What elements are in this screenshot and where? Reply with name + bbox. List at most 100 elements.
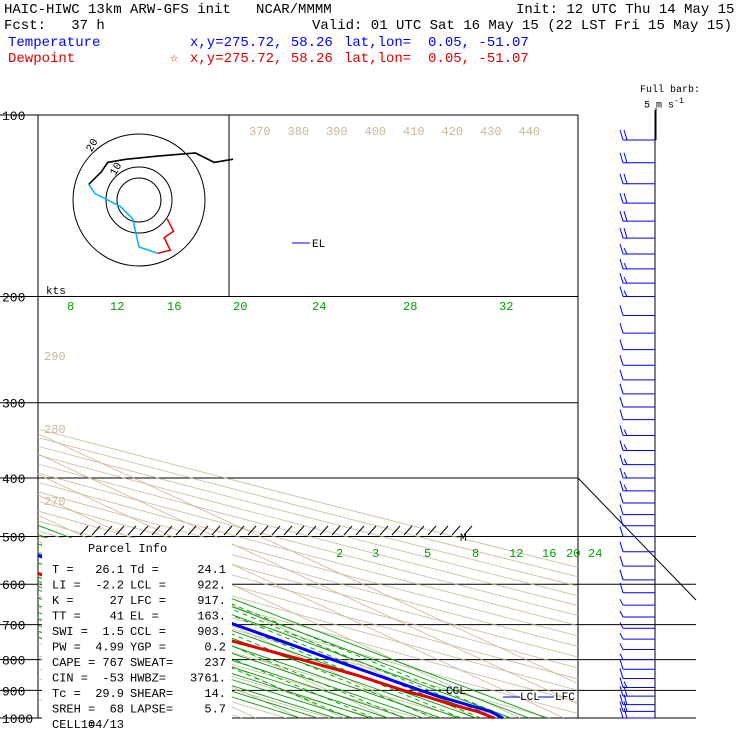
- mixing-ratio-line: [38, 576, 374, 719]
- hodo-ring-inner: [116, 177, 162, 223]
- wind-barb-flag: [619, 383, 624, 394]
- parcel-key: LCL =: [130, 579, 166, 593]
- dry-adiabat: [38, 481, 578, 627]
- freezing-hatch: [355, 525, 365, 536]
- wind-barb-flag: [619, 305, 624, 316]
- barb-guide-diagonal: [577, 477, 697, 601]
- parcel-key: CELL =: [52, 718, 95, 732]
- wind-barb-flag: [623, 290, 628, 297]
- wind-barb-flag: [619, 668, 624, 679]
- el-label: EL: [312, 239, 325, 251]
- dry-adiabat: [38, 445, 578, 587]
- parcel-value: 767: [102, 656, 124, 670]
- mixing-label-top-8: 8: [67, 300, 74, 314]
- wind-barb-flag: [623, 247, 628, 255]
- init-time: Init: 12 UTC Thu 14 May 15: [516, 2, 735, 18]
- parcel-key: SWI =: [52, 625, 88, 639]
- wind-barb-flag: [623, 694, 628, 705]
- temperature-latlon: lat,lon= 0.05, -51.07: [344, 35, 529, 51]
- parcel-value: 4.99: [95, 641, 124, 655]
- wind-barb-flag: [619, 454, 624, 465]
- wind-barb-flag: [619, 677, 624, 688]
- theta-label-410: 410: [403, 125, 425, 139]
- freezing-hatch: [187, 525, 197, 536]
- freezing-hatch: [427, 525, 437, 536]
- parcel-value: 29.9: [95, 687, 124, 701]
- wind-barb-flag: [623, 262, 628, 270]
- wind-barb-flag: [619, 541, 624, 552]
- wind-barb-flag: [619, 152, 624, 163]
- wind-barb-flag: [619, 526, 624, 537]
- barb-key-unit: 5 m s-1: [644, 96, 685, 112]
- wind-barb-flag: [619, 694, 624, 705]
- freezing-hatch: [127, 525, 137, 536]
- dry-adiabat: [38, 472, 578, 617]
- freezing-hatch: [319, 525, 329, 536]
- moist-adiabat: [38, 612, 371, 719]
- theta-label-270: 270: [44, 495, 66, 509]
- valid-time: Valid: 01 UTC Sat 16 May 15 (22 LST Fri …: [312, 18, 733, 34]
- wind-barb-flag: [619, 211, 624, 222]
- wind-barb-flag: [623, 681, 628, 688]
- parcel-key: LAPSE=: [130, 703, 173, 717]
- parcel-value: 3761.: [190, 672, 226, 686]
- parcel-key: YGP =: [130, 641, 166, 655]
- parcel-box: [42, 538, 232, 724]
- wind-barb-flag: [619, 339, 624, 350]
- freezing-hatch: [403, 525, 413, 536]
- dewpoint-profile: [38, 571, 495, 720]
- dry-adiabat: [38, 500, 578, 647]
- parcel-key: CAPE =: [52, 656, 95, 670]
- wind-barb-flag: [623, 444, 628, 451]
- parcel-value: 68: [110, 703, 124, 717]
- wind-barb-flag: [623, 227, 628, 239]
- freezing-hatch: [151, 525, 161, 536]
- parcel-key: CIN =: [52, 672, 88, 686]
- parcel-value: 5.7: [204, 703, 226, 717]
- wind-barb-flag: [619, 409, 624, 420]
- moist-adiabat: [38, 618, 353, 719]
- freezing-hatch: [463, 525, 473, 536]
- temperature-profile: [38, 553, 504, 720]
- wind-barb-flag: [619, 173, 624, 184]
- parcel-value: 237: [204, 656, 226, 670]
- hodo-trace-mid: [88, 183, 159, 255]
- wind-barb-flag: [623, 701, 628, 712]
- mixing-label-mid-16: 16: [542, 547, 556, 561]
- moist-adiabat: [38, 605, 389, 719]
- freezing-hatch: [223, 525, 233, 536]
- freezing-hatch: [295, 525, 305, 536]
- wind-barb-flag: [623, 484, 628, 492]
- freezing-hatch: [367, 525, 377, 536]
- freezing-hatch: [415, 525, 425, 536]
- mixing-label-mid-5: 5: [424, 547, 431, 561]
- theta-label-370: 370: [249, 125, 271, 139]
- temperature-xy: x,y=275.72, 58.26: [190, 35, 333, 51]
- hodo-trace-low: [157, 218, 175, 255]
- freezing-hatch: [163, 525, 173, 536]
- wind-barb-flag: [619, 707, 624, 719]
- dewpoint-xy: x,y=275.72, 58.26: [190, 51, 333, 67]
- wind-barb-flag: [619, 659, 624, 670]
- wind-barb-flag: [619, 632, 624, 640]
- freezing-hatch: [103, 525, 113, 536]
- freezing-hatch: [307, 525, 317, 536]
- wind-barb-flag: [619, 701, 624, 712]
- wind-barb-flag: [623, 429, 628, 436]
- chart-title: HAIC-HIWC 13km ARW-GFS init NCAR/MMMM: [4, 2, 332, 18]
- wind-barb-flag: [619, 467, 624, 479]
- freezing-hatch: [283, 525, 293, 536]
- wind-barb-flag: [619, 582, 624, 593]
- pressure-label-500: 500: [2, 530, 25, 545]
- isotherm: [38, 453, 578, 705]
- theta-label-380: 380: [288, 125, 310, 139]
- pressure-label-200: 200: [2, 291, 25, 306]
- pressure-label-900: 900: [2, 684, 25, 699]
- dry-adiabat: [38, 437, 578, 578]
- freezing-hatch: [259, 525, 269, 536]
- wind-barb-flag: [619, 369, 624, 381]
- theta-label-400: 400: [365, 125, 387, 139]
- wind-barb-flag: [623, 458, 628, 465]
- wind-barb-flag: [619, 286, 624, 297]
- hodo-trace-high: [88, 152, 234, 185]
